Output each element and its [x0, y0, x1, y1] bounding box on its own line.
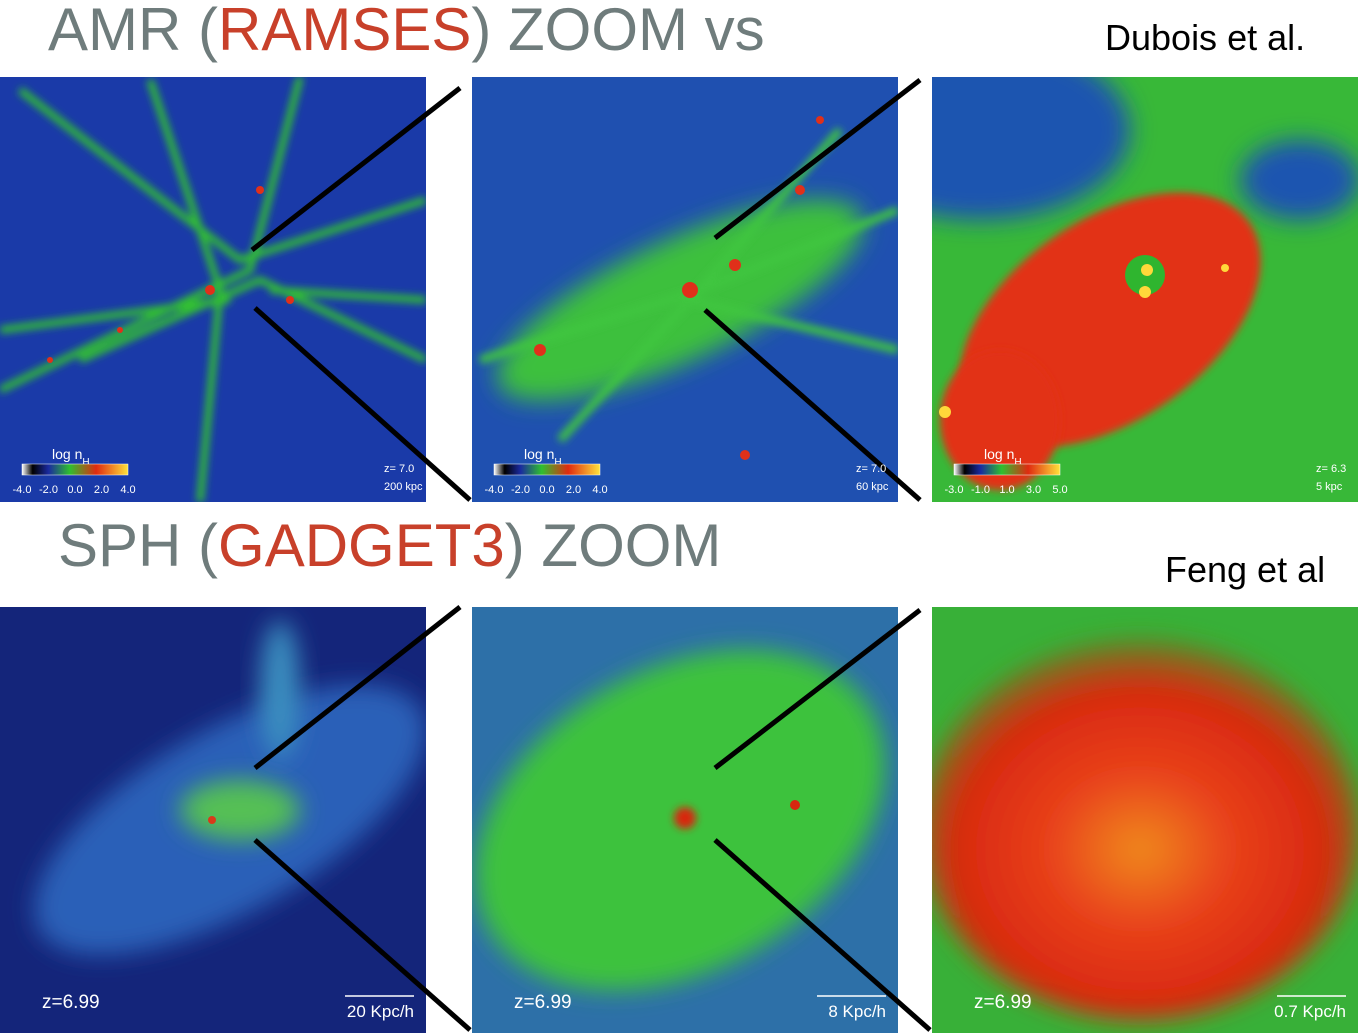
colorbar-label-sub: H [554, 457, 561, 468]
zoom-lines [250, 78, 932, 1032]
colorbar-label: log nH [524, 446, 562, 468]
colorbar-label-sub: H [1014, 457, 1021, 468]
colorbar-tick-label: -1.0 [971, 484, 990, 496]
colorbar-tick-label: 0.0 [539, 484, 554, 496]
credit: Dubois et al. [1105, 17, 1305, 58]
colorbar-tick-label: -2.0 [511, 484, 530, 496]
redshift-label: z= 6.3 [1316, 463, 1346, 475]
colorbar [493, 463, 601, 476]
colorbar [953, 463, 1061, 476]
panel-image [0, 607, 426, 1033]
title-part: ) ZOOM [505, 512, 722, 579]
panel-image [932, 77, 1358, 502]
title-part: GADGET3 [218, 512, 505, 579]
row-title: AMR (RAMSES) ZOOM vs [48, 0, 765, 63]
colorbar-label: log nH [984, 446, 1022, 468]
scale-label: 200 kpc [384, 481, 423, 493]
redshift-label: z=6.99 [42, 992, 100, 1013]
colorbar-label-text: log n [984, 446, 1014, 462]
colorbar-label: log nH [52, 446, 90, 468]
colorbar-tick-label: -2.0 [39, 484, 58, 496]
colorbar-tick-label: 4.0 [120, 484, 135, 496]
scale-label: 8 Kpc/h [828, 1002, 886, 1021]
redshift-label: z=6.99 [514, 992, 572, 1013]
scale-label: 0.7 Kpc/h [1274, 1002, 1346, 1021]
title-part: SPH ( [58, 512, 218, 579]
colorbar-label-sub: H [82, 457, 89, 468]
colorbar-tick-label: 4.0 [592, 484, 607, 496]
colorbar-label-text: log n [52, 446, 82, 462]
redshift-label: z= 7.0 [384, 463, 414, 475]
colorbar-tick-label: 2.0 [94, 484, 109, 496]
credit: Feng et al [1165, 549, 1325, 590]
colorbar-tick-label: 5.0 [1052, 484, 1067, 496]
row-title: SPH (GADGET3) ZOOM [58, 512, 721, 579]
scale-label: 60 kpc [856, 481, 889, 493]
colorbar [21, 463, 129, 476]
panel-image [472, 77, 898, 502]
colorbar-label-text: log n [524, 446, 554, 462]
title-part: RAMSES [218, 0, 471, 63]
panel-image [932, 607, 1358, 1033]
colorbar-tick-label: 0.0 [67, 484, 82, 496]
scale-label: 5 kpc [1316, 481, 1343, 493]
title-part: AMR ( [48, 0, 218, 63]
colorbar-tick-label: -4.0 [13, 484, 32, 496]
panel-image [472, 607, 898, 1033]
redshift-label: z= 7.0 [856, 463, 886, 475]
title-part: ) ZOOM vs [471, 0, 764, 63]
colorbar-tick-label: -4.0 [485, 484, 504, 496]
colorbar-tick-label: 2.0 [566, 484, 581, 496]
redshift-label: z=6.99 [974, 992, 1032, 1013]
colorbar-tick-label: -3.0 [945, 484, 964, 496]
scale-label: 20 Kpc/h [347, 1002, 414, 1021]
panel-image [0, 77, 426, 502]
colorbar-tick-label: 1.0 [999, 484, 1014, 496]
colorbar-tick-label: 3.0 [1026, 484, 1041, 496]
